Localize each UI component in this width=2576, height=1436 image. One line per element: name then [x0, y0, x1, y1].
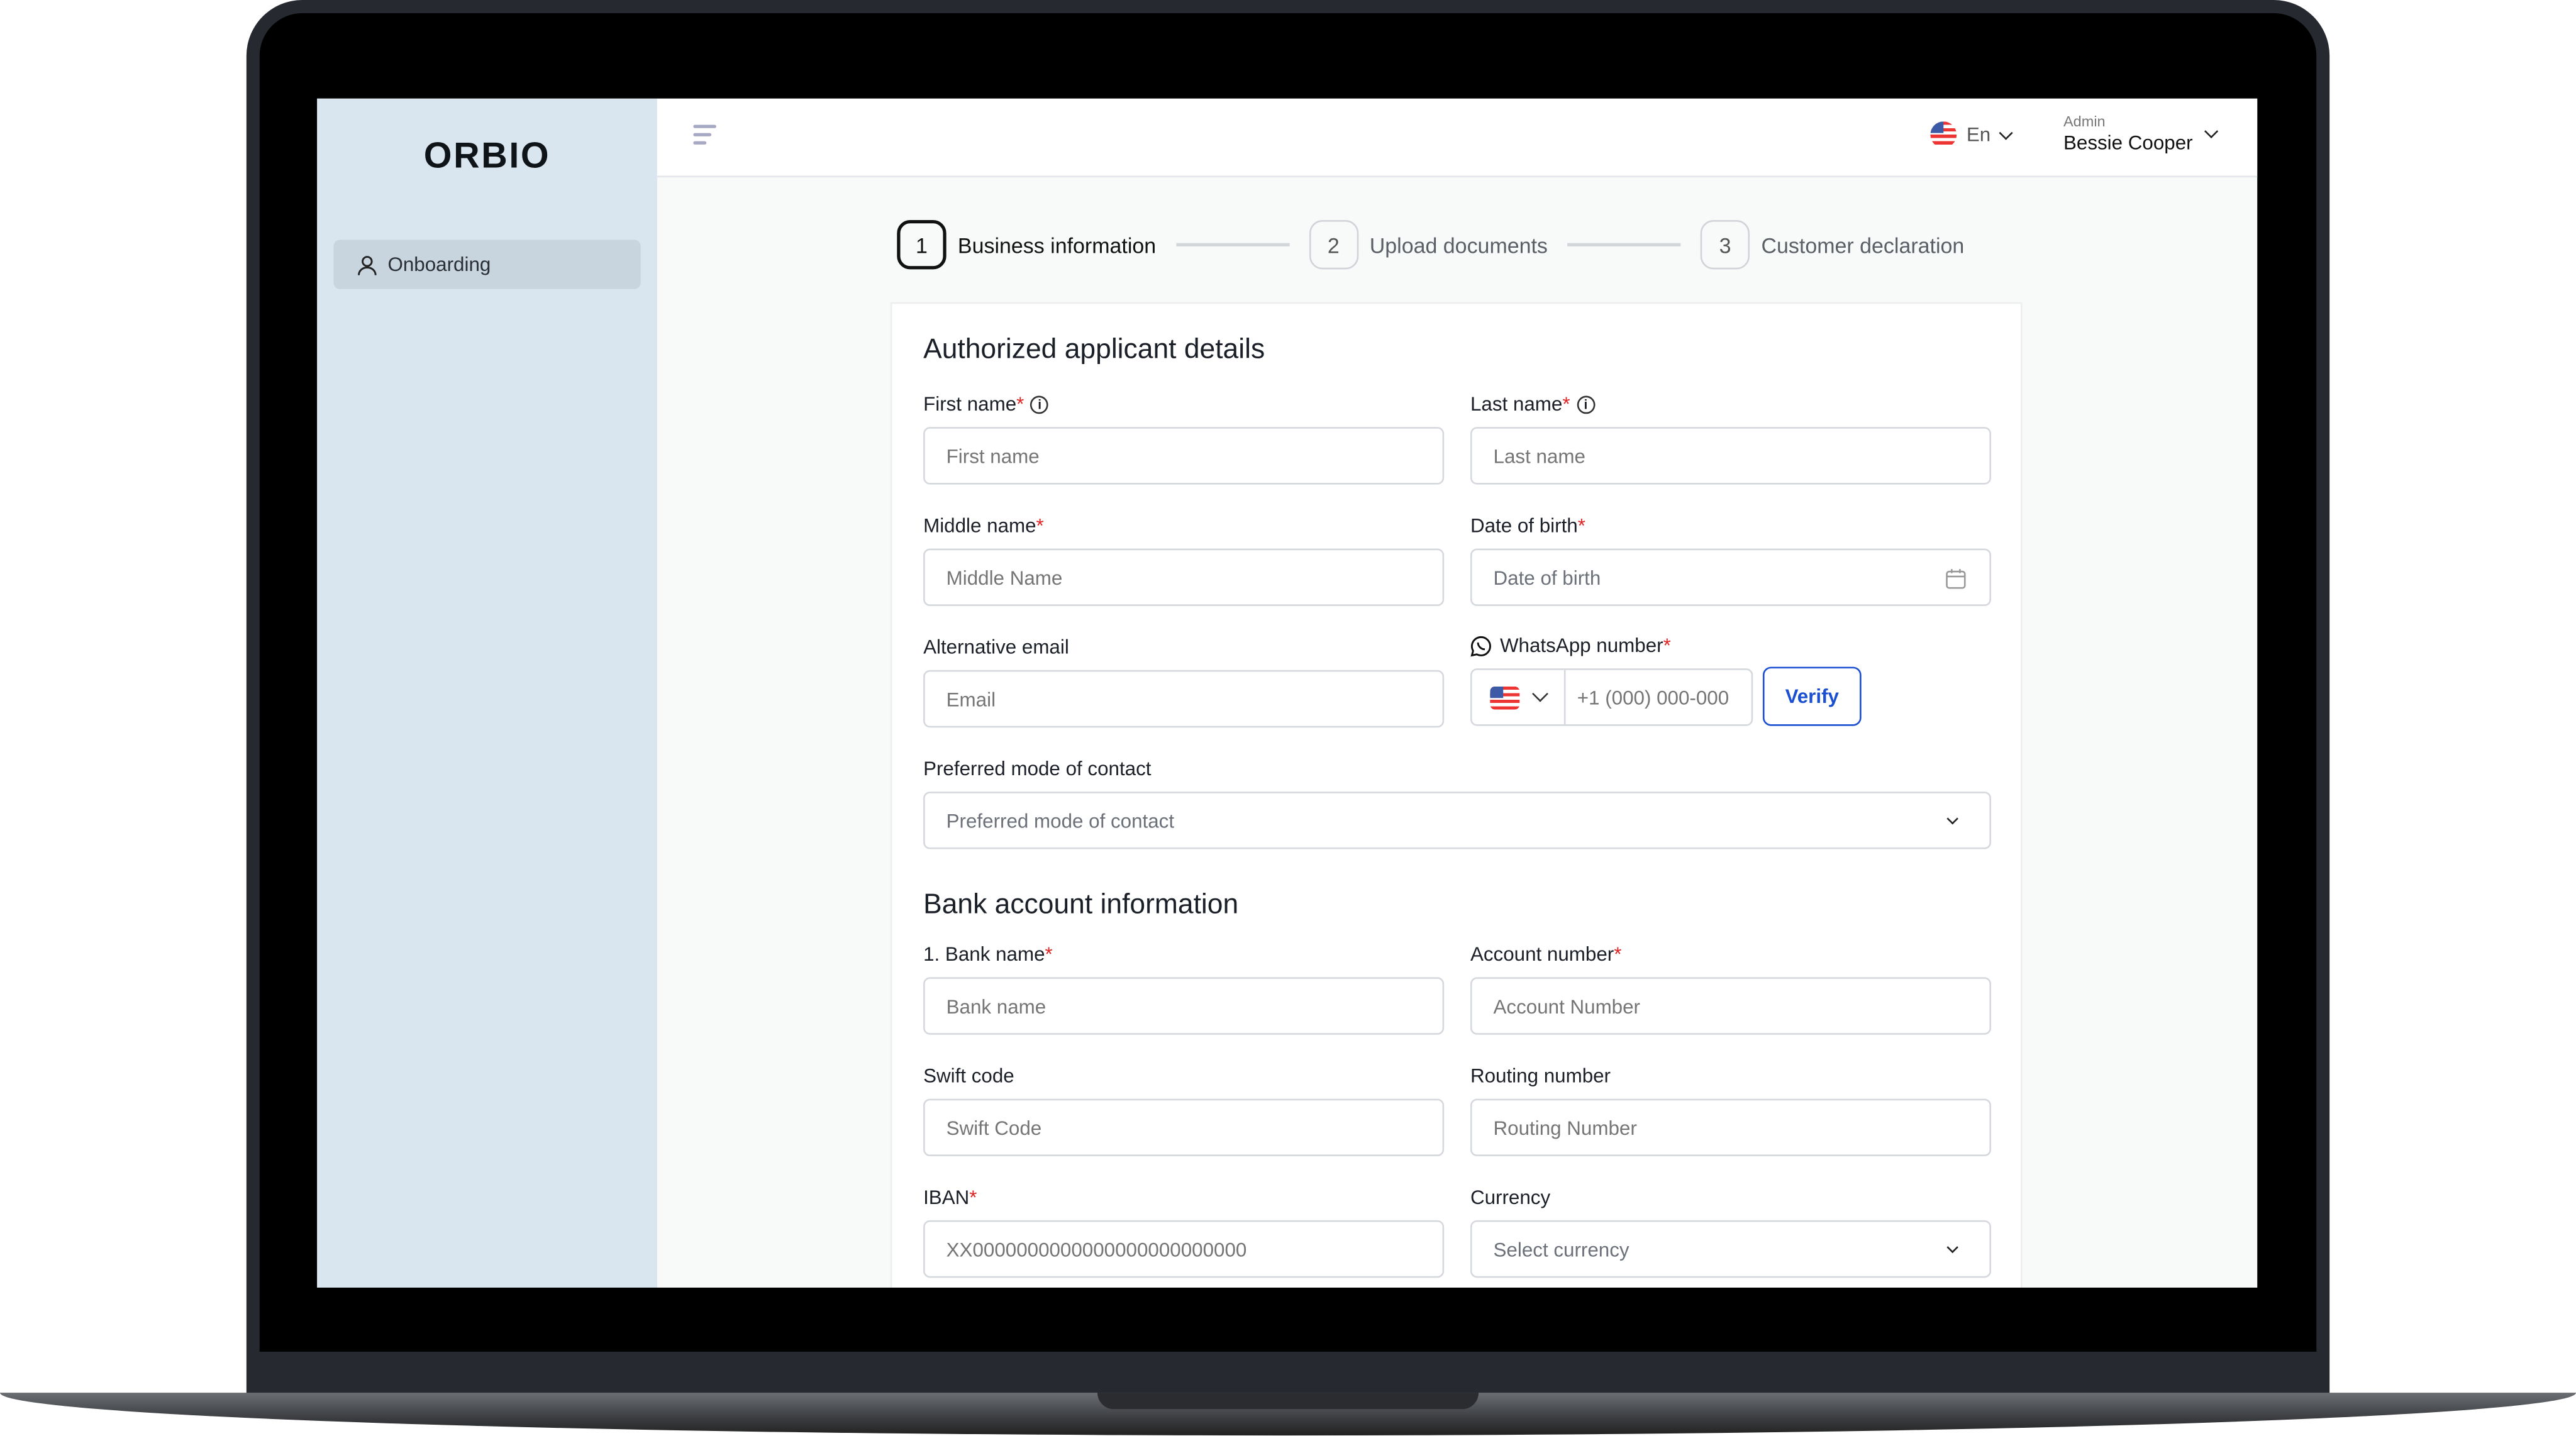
iban-input[interactable] [923, 1220, 1445, 1278]
step-label: Business information [957, 232, 1157, 257]
currency-select[interactable]: Select currency [1470, 1220, 1992, 1278]
contact-mode-label: Preferred mode of contact [923, 757, 1152, 780]
verify-button[interactable]: Verify [1762, 666, 1862, 726]
calendar-icon[interactable] [1945, 568, 1967, 590]
middle-name-label: Middle name * [923, 514, 1044, 538]
app-window: ORBIO Onboarding En Admin Bessie Cooper … [317, 98, 2258, 1288]
form-card: Authorized applicant details First name *… [890, 302, 2023, 1288]
chevron-down-icon[interactable] [2204, 124, 2219, 139]
routing-input[interactable] [1470, 1098, 1992, 1157]
whatsapp-icon [1470, 635, 1491, 656]
contact-mode-select[interactable]: Preferred mode of contact [923, 792, 1992, 849]
dob-input[interactable]: Date of birth [1470, 548, 1992, 606]
alt-email-label: Alternative email [923, 635, 1069, 659]
swift-label: Swift code [923, 1064, 1014, 1088]
sidebar: ORBIO Onboarding [317, 98, 657, 1288]
user-role: Admin [2063, 113, 2106, 130]
menu-icon[interactable] [693, 124, 716, 150]
user-icon [358, 255, 377, 275]
chevron-down-icon [1946, 1241, 1958, 1254]
last-name-label: Last name * i [1470, 392, 1595, 416]
step-label: Upload documents [1369, 232, 1548, 257]
info-icon[interactable]: i [1030, 395, 1049, 413]
account-number-label: Account number * [1470, 942, 1622, 966]
sidebar-item-label: Onboarding [387, 253, 491, 276]
language-label: En [1966, 123, 1991, 146]
stepper: 1 Business information 2 Upload documents … [897, 220, 1965, 270]
user-name: Bessie Cooper [2063, 131, 2193, 155]
chevron-down-icon [1532, 685, 1548, 702]
bank-name-input[interactable] [923, 977, 1445, 1035]
top-header: En Admin Bessie Cooper [657, 98, 2258, 178]
contact-mode-value: Preferred mode of contact [946, 809, 1175, 832]
info-icon[interactable]: i [1577, 395, 1595, 413]
section-title-bank: Bank account information [923, 888, 1239, 920]
swift-input[interactable] [923, 1098, 1445, 1157]
currency-label: Currency [1470, 1186, 1551, 1209]
last-name-input[interactable] [1470, 427, 1992, 485]
step-number: 3 [1700, 220, 1750, 270]
chevron-down-icon [1998, 125, 2012, 140]
step-number: 1 [897, 220, 947, 270]
currency-value: Select currency [1493, 1237, 1629, 1261]
first-name-input[interactable] [923, 427, 1445, 485]
iban-label: IBAN * [923, 1186, 977, 1209]
step-divider [1567, 243, 1681, 246]
country-code-select[interactable] [1472, 670, 1566, 724]
dob-placeholder: Date of birth [1493, 565, 1601, 589]
dob-label: Date of birth * [1470, 514, 1585, 538]
alt-email-input[interactable] [923, 670, 1445, 728]
us-flag-icon [1930, 121, 1957, 148]
step-divider [1175, 243, 1289, 246]
whatsapp-input-group [1470, 668, 1753, 726]
first-name-label: First name * i [923, 392, 1049, 416]
chevron-down-icon [1946, 812, 1958, 825]
sidebar-item-onboarding[interactable]: Onboarding [333, 240, 641, 289]
account-number-input[interactable] [1470, 977, 1992, 1035]
us-flag-icon [1490, 685, 1520, 709]
laptop-notch [1097, 1393, 1479, 1410]
whatsapp-label: WhatsApp number * [1470, 634, 1671, 657]
routing-label: Routing number [1470, 1064, 1611, 1088]
logo: ORBIO [423, 135, 551, 176]
whatsapp-number-input[interactable] [1565, 685, 1750, 709]
step-customer-declaration[interactable]: 3 Customer declaration [1700, 220, 1965, 270]
step-number: 2 [1309, 220, 1358, 270]
step-upload-documents[interactable]: 2 Upload documents [1309, 220, 1548, 270]
language-selector[interactable]: En [1930, 121, 2012, 148]
user-menu[interactable]: Admin Bessie Cooper [2063, 113, 2193, 154]
bank-name-label: 1. Bank name * [923, 942, 1053, 966]
section-title-applicant: Authorized applicant details [923, 333, 1265, 365]
step-label: Customer declaration [1761, 232, 1965, 257]
step-business-information[interactable]: 1 Business information [897, 220, 1157, 270]
middle-name-input[interactable] [923, 548, 1445, 606]
